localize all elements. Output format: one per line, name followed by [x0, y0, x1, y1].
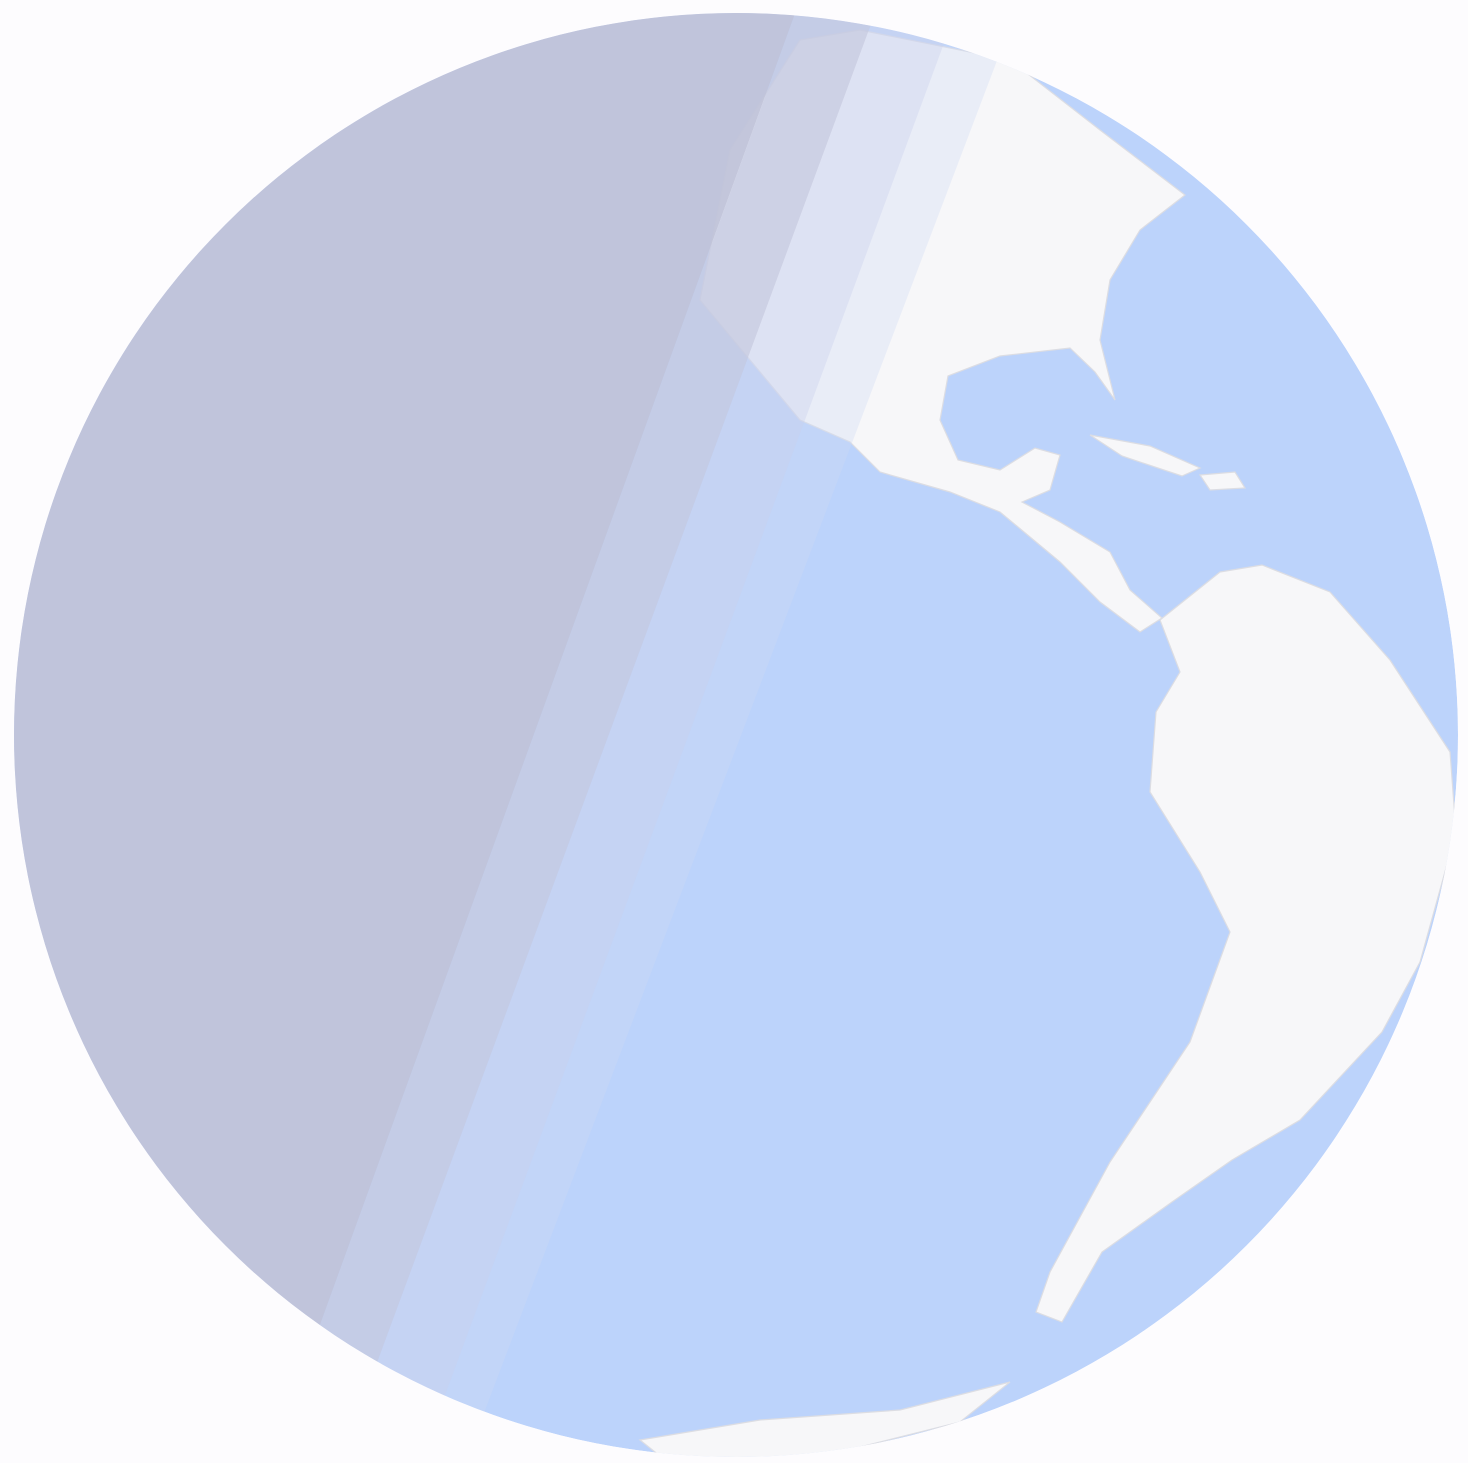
antarctica — [638, 1381, 1011, 1457]
twilight-3 — [420, 13, 1020, 1457]
night — [14, 13, 800, 1457]
south-america — [1035, 564, 1457, 1323]
twilight-1 — [270, 13, 880, 1457]
twilight-2 — [340, 13, 960, 1457]
cuba — [1089, 434, 1202, 477]
night-shading — [14, 13, 1020, 1457]
hispaniola — [1198, 471, 1247, 491]
